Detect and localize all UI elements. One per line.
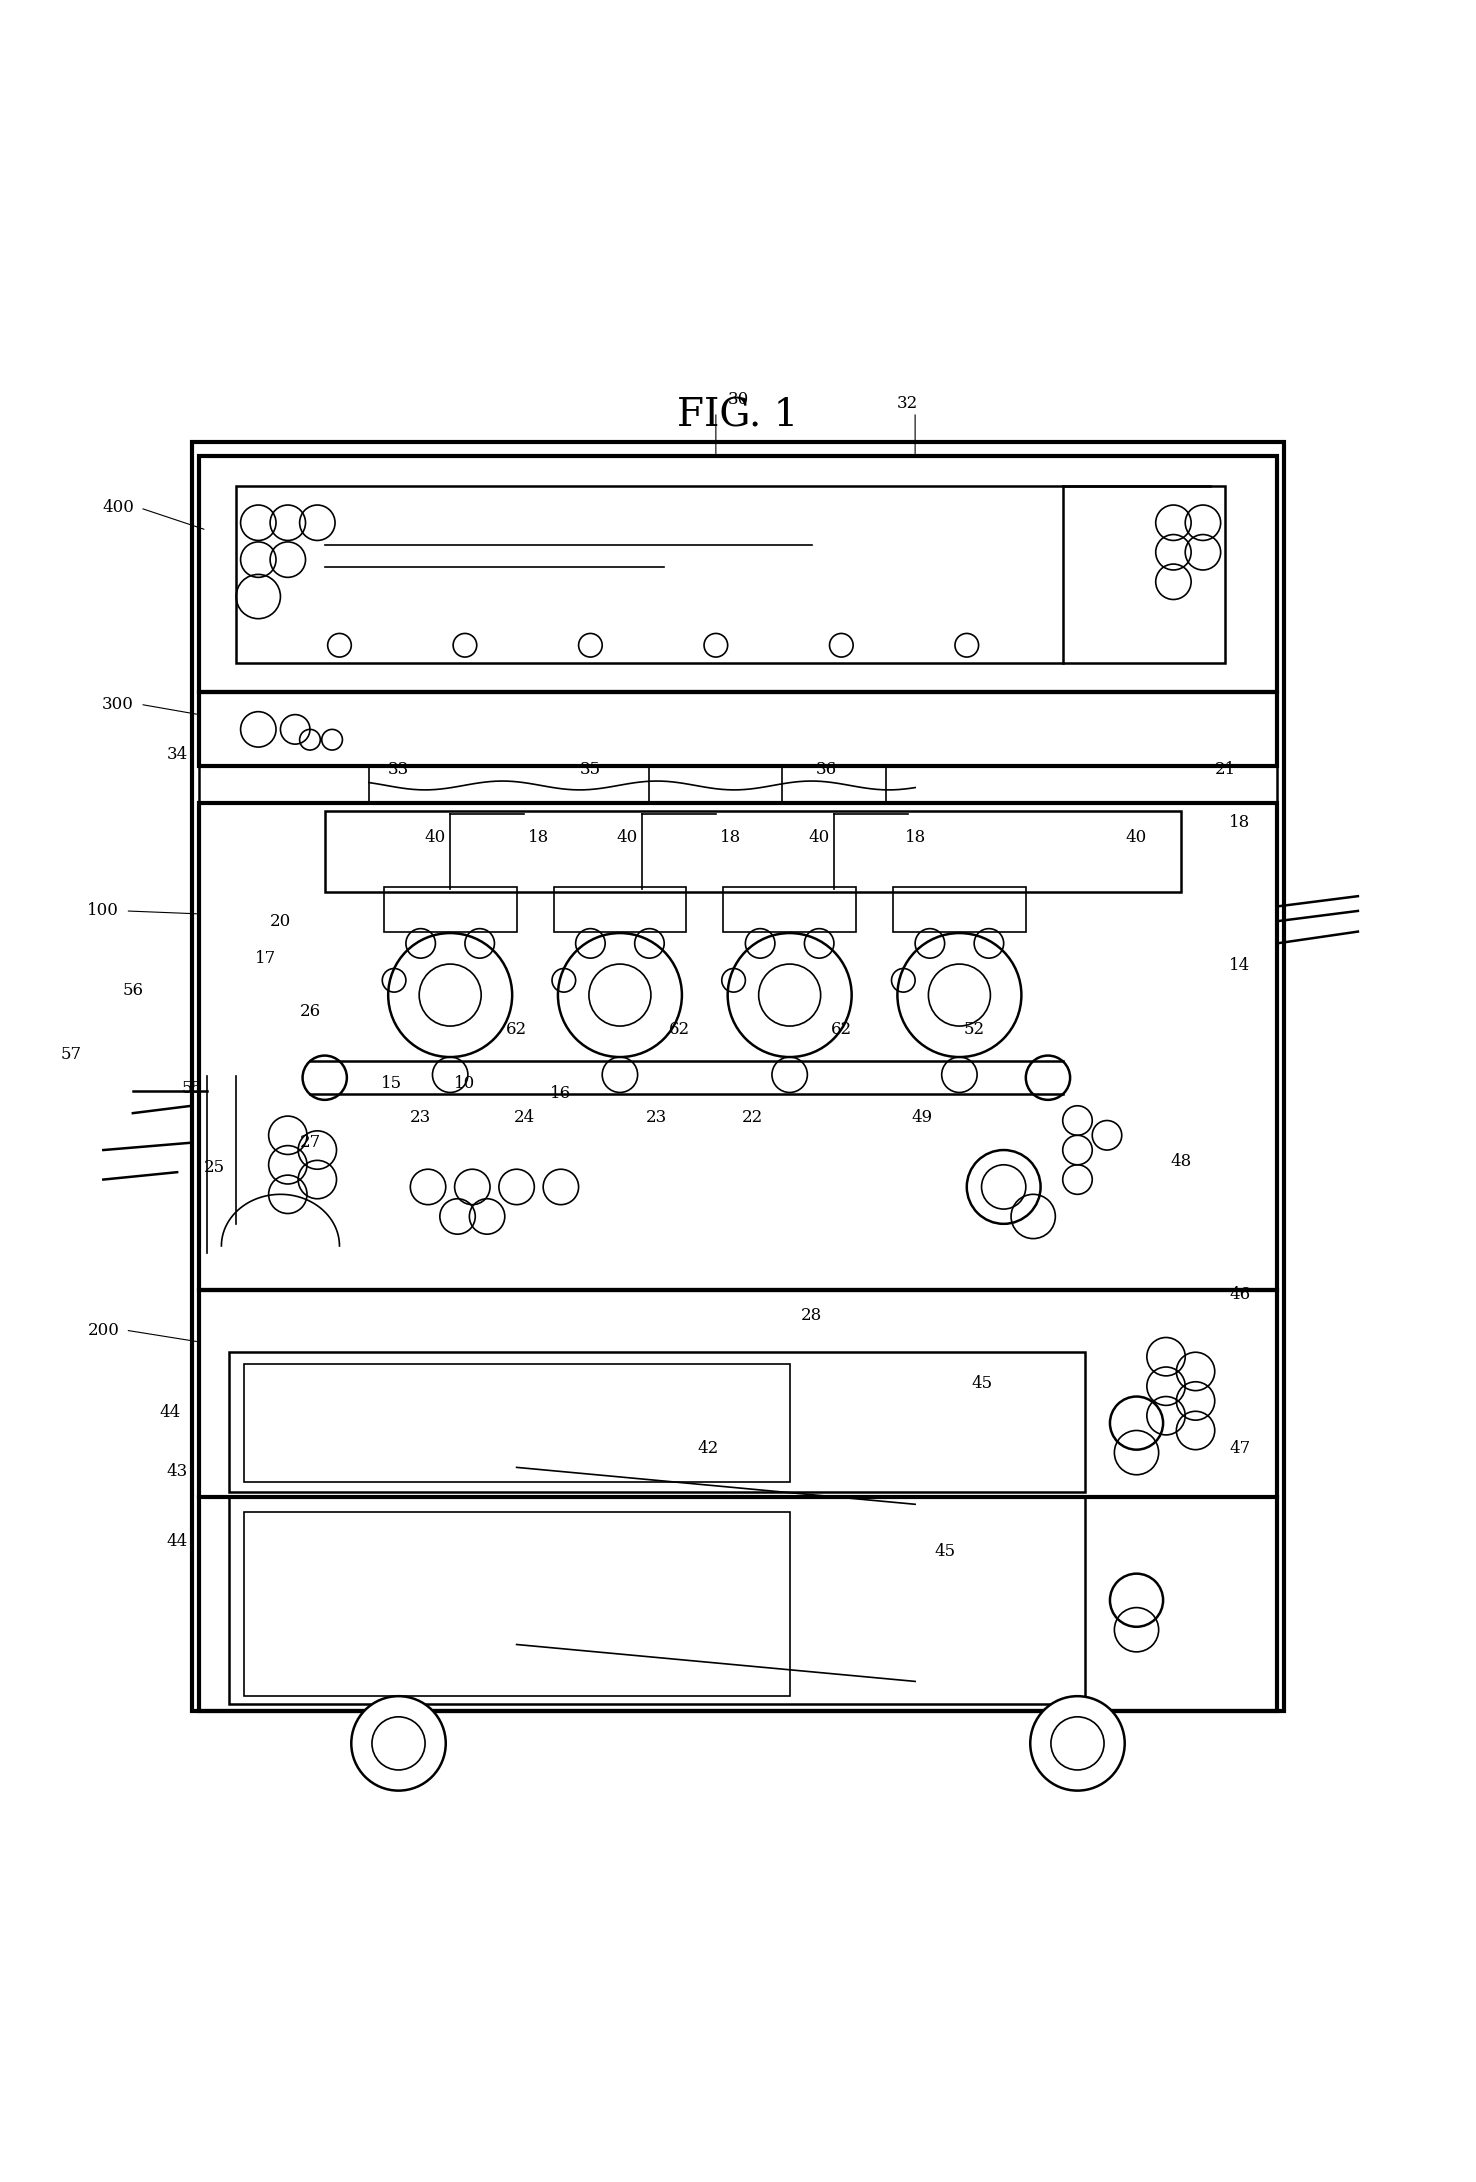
Text: 56: 56 xyxy=(123,982,143,999)
Circle shape xyxy=(897,934,1021,1056)
Bar xyxy=(893,888,1026,932)
Bar xyxy=(229,1353,1085,1492)
Text: 18: 18 xyxy=(720,829,741,847)
Text: 48: 48 xyxy=(1170,1154,1191,1170)
Text: 44: 44 xyxy=(159,1405,180,1420)
Text: 23: 23 xyxy=(410,1108,431,1126)
Text: 42: 42 xyxy=(698,1440,719,1458)
Text: 25: 25 xyxy=(204,1159,224,1176)
Text: 57: 57 xyxy=(61,1045,81,1063)
Text: 24: 24 xyxy=(514,1108,534,1126)
Text: 43: 43 xyxy=(167,1464,187,1479)
Text: 40: 40 xyxy=(425,829,446,847)
Text: 40: 40 xyxy=(617,829,638,847)
Bar xyxy=(199,766,1277,803)
Bar xyxy=(384,888,517,932)
Text: 52: 52 xyxy=(964,1021,984,1036)
Circle shape xyxy=(388,934,512,1056)
Bar xyxy=(554,888,686,932)
Text: 200: 200 xyxy=(87,1322,120,1338)
Text: 100: 100 xyxy=(87,903,120,919)
Text: FIG. 1: FIG. 1 xyxy=(677,397,799,434)
Text: 62: 62 xyxy=(831,1021,852,1036)
Circle shape xyxy=(1110,1396,1163,1449)
Bar xyxy=(325,810,1181,892)
Text: 35: 35 xyxy=(580,762,601,777)
Text: 14: 14 xyxy=(1230,958,1250,973)
Text: 28: 28 xyxy=(801,1307,822,1324)
Text: 18: 18 xyxy=(905,829,925,847)
Bar xyxy=(199,803,1277,1290)
Text: 10: 10 xyxy=(455,1076,475,1093)
Bar xyxy=(199,1290,1277,1711)
Bar xyxy=(199,692,1277,766)
Text: 400: 400 xyxy=(102,500,134,517)
Text: 21: 21 xyxy=(1215,762,1235,777)
Circle shape xyxy=(728,934,852,1056)
Circle shape xyxy=(1110,1573,1163,1628)
Bar xyxy=(244,1364,790,1482)
Text: 30: 30 xyxy=(728,391,748,408)
Text: 300: 300 xyxy=(102,696,134,714)
Text: 26: 26 xyxy=(300,1004,320,1019)
Circle shape xyxy=(1030,1695,1125,1791)
Text: 40: 40 xyxy=(809,829,830,847)
Circle shape xyxy=(303,1056,347,1100)
Text: 62: 62 xyxy=(669,1021,689,1036)
Text: 15: 15 xyxy=(381,1076,401,1093)
Text: 33: 33 xyxy=(388,762,409,777)
Text: 32: 32 xyxy=(897,395,918,412)
Bar xyxy=(192,441,1284,1711)
Bar xyxy=(199,456,1277,692)
Circle shape xyxy=(351,1695,446,1791)
Circle shape xyxy=(558,934,682,1056)
Circle shape xyxy=(967,1150,1041,1224)
Text: 18: 18 xyxy=(528,829,549,847)
Text: 16: 16 xyxy=(551,1084,571,1102)
Text: 22: 22 xyxy=(742,1108,763,1126)
Bar xyxy=(229,1497,1085,1704)
Text: 46: 46 xyxy=(1230,1285,1250,1303)
Text: 40: 40 xyxy=(1126,829,1147,847)
Circle shape xyxy=(1026,1056,1070,1100)
Text: 45: 45 xyxy=(934,1543,955,1560)
Text: 55: 55 xyxy=(182,1080,202,1098)
Text: 47: 47 xyxy=(1230,1440,1250,1458)
Bar xyxy=(723,888,856,932)
Text: 23: 23 xyxy=(646,1108,667,1126)
Text: 18: 18 xyxy=(1230,814,1250,831)
Text: 36: 36 xyxy=(816,762,837,777)
Text: 27: 27 xyxy=(300,1135,320,1152)
Text: 45: 45 xyxy=(971,1375,992,1392)
Bar xyxy=(244,1512,790,1695)
Text: 17: 17 xyxy=(255,949,276,967)
Text: 44: 44 xyxy=(167,1532,187,1549)
Text: 20: 20 xyxy=(270,912,291,930)
Text: 62: 62 xyxy=(506,1021,527,1036)
Text: 34: 34 xyxy=(167,746,187,764)
Text: 49: 49 xyxy=(912,1108,933,1126)
Bar xyxy=(236,487,1225,663)
